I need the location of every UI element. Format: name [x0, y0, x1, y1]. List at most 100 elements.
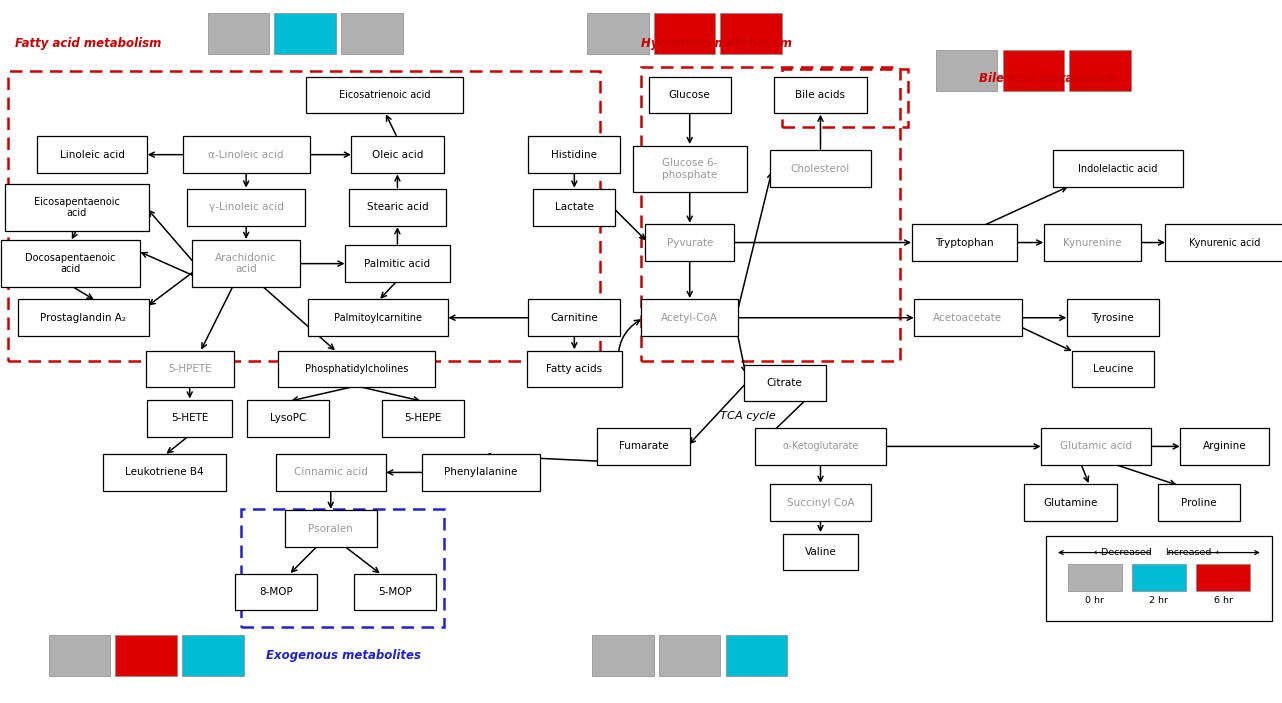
FancyBboxPatch shape	[641, 299, 738, 336]
Text: Prostaglandin A₂: Prostaglandin A₂	[40, 313, 127, 323]
Bar	[592, 635, 654, 676]
Text: Leucine: Leucine	[1092, 364, 1133, 374]
Text: Carnitine: Carnitine	[550, 313, 599, 323]
Text: Kynurenic acid: Kynurenic acid	[1188, 238, 1260, 247]
Bar	[659, 635, 720, 676]
Text: 2 hr: 2 hr	[1150, 596, 1168, 605]
Text: Leukotriene B4: Leukotriene B4	[124, 467, 204, 477]
FancyBboxPatch shape	[349, 189, 446, 226]
FancyBboxPatch shape	[597, 428, 690, 465]
Text: γ-Linoleic acid: γ-Linoleic acid	[209, 202, 283, 212]
Text: Succinyl CoA: Succinyl CoA	[787, 498, 854, 508]
FancyBboxPatch shape	[145, 351, 233, 387]
FancyBboxPatch shape	[276, 454, 386, 491]
FancyBboxPatch shape	[649, 77, 731, 113]
Text: Eicosapentaenoic
acid: Eicosapentaenoic acid	[35, 197, 119, 218]
FancyBboxPatch shape	[1024, 484, 1117, 521]
FancyBboxPatch shape	[306, 77, 463, 113]
Text: Tyrosine: Tyrosine	[1091, 313, 1135, 323]
Text: Acetyl-CoA: Acetyl-CoA	[662, 313, 718, 323]
Text: Eicosatrienoic acid: Eicosatrienoic acid	[338, 90, 431, 100]
FancyBboxPatch shape	[183, 136, 310, 173]
FancyBboxPatch shape	[103, 454, 226, 491]
FancyBboxPatch shape	[345, 245, 450, 282]
Text: Glutamine: Glutamine	[1044, 498, 1097, 508]
Text: α-Linoleic acid: α-Linoleic acid	[209, 150, 283, 160]
Text: Phosphatidylcholines: Phosphatidylcholines	[305, 364, 408, 374]
Text: 5-HETE: 5-HETE	[171, 413, 209, 423]
Text: Exogenous metabolites: Exogenous metabolites	[267, 649, 420, 662]
Text: Bile acids: Bile acids	[795, 90, 846, 100]
Text: Bile acid metabolism: Bile acid metabolism	[979, 72, 1118, 85]
FancyBboxPatch shape	[192, 240, 300, 287]
Bar	[587, 13, 649, 54]
Text: Hydrolysis metabolism: Hydrolysis metabolism	[641, 37, 792, 50]
Text: Histidine: Histidine	[551, 150, 597, 160]
Bar	[341, 13, 403, 54]
FancyBboxPatch shape	[1046, 536, 1272, 621]
Bar	[115, 635, 177, 676]
FancyBboxPatch shape	[1072, 351, 1154, 387]
FancyBboxPatch shape	[1179, 428, 1269, 465]
Text: TCA cycle: TCA cycle	[720, 411, 776, 421]
Text: Phenylalanine: Phenylalanine	[444, 467, 518, 477]
FancyBboxPatch shape	[422, 454, 540, 491]
Bar	[726, 635, 787, 676]
Text: Fatty acid metabolism: Fatty acid metabolism	[15, 37, 162, 50]
Bar	[182, 635, 244, 676]
FancyBboxPatch shape	[1044, 224, 1141, 261]
Text: Increased→: Increased→	[1165, 548, 1219, 557]
Text: 5-HPETE: 5-HPETE	[168, 364, 212, 374]
Text: 5-MOP: 5-MOP	[378, 587, 412, 597]
Text: Glutamic acid: Glutamic acid	[1060, 441, 1132, 451]
FancyBboxPatch shape	[1041, 428, 1151, 465]
FancyBboxPatch shape	[308, 299, 449, 336]
Bar	[208, 13, 269, 54]
Text: Pyvurate: Pyvurate	[667, 238, 713, 247]
FancyBboxPatch shape	[528, 136, 620, 173]
FancyBboxPatch shape	[744, 365, 826, 401]
Text: Valine: Valine	[805, 547, 836, 557]
Bar	[720, 13, 782, 54]
Bar	[1069, 50, 1131, 91]
Text: Stearic acid: Stearic acid	[367, 202, 428, 212]
Text: Linoleic acid: Linoleic acid	[60, 150, 124, 160]
FancyBboxPatch shape	[782, 534, 859, 570]
Text: Citrate: Citrate	[767, 378, 803, 388]
FancyBboxPatch shape	[646, 224, 733, 261]
FancyBboxPatch shape	[18, 299, 149, 336]
Text: Glucose 6-
phosphate: Glucose 6- phosphate	[662, 158, 718, 179]
FancyBboxPatch shape	[914, 299, 1022, 336]
Text: Palmitic acid: Palmitic acid	[364, 259, 431, 269]
Text: Acetoacetate: Acetoacetate	[933, 313, 1003, 323]
Text: LysoPC: LysoPC	[271, 413, 306, 423]
FancyBboxPatch shape	[1158, 484, 1240, 521]
Bar	[936, 50, 997, 91]
Text: Indolelactic acid: Indolelactic acid	[1078, 164, 1158, 174]
FancyBboxPatch shape	[1, 240, 141, 287]
Text: Tryptophan: Tryptophan	[935, 238, 994, 247]
Bar	[1196, 564, 1250, 591]
FancyBboxPatch shape	[774, 77, 867, 113]
FancyBboxPatch shape	[633, 146, 746, 192]
FancyBboxPatch shape	[769, 484, 872, 521]
FancyBboxPatch shape	[147, 400, 232, 437]
Text: Glucose: Glucose	[669, 90, 710, 100]
Text: Fatty acids: Fatty acids	[546, 364, 603, 374]
Bar	[1068, 564, 1122, 591]
FancyBboxPatch shape	[755, 428, 886, 465]
Text: 5-HEPE: 5-HEPE	[404, 413, 442, 423]
Text: ←Decreased: ←Decreased	[1094, 548, 1153, 557]
Text: 0 hr: 0 hr	[1086, 596, 1104, 605]
FancyBboxPatch shape	[187, 189, 305, 226]
FancyBboxPatch shape	[912, 224, 1017, 261]
Bar	[654, 13, 715, 54]
Text: 8-MOP: 8-MOP	[259, 587, 292, 597]
Text: Palmitoylcarnitine: Palmitoylcarnitine	[335, 313, 422, 323]
Bar	[49, 635, 110, 676]
FancyBboxPatch shape	[354, 574, 436, 610]
FancyBboxPatch shape	[1067, 299, 1159, 336]
FancyBboxPatch shape	[285, 510, 377, 547]
FancyBboxPatch shape	[278, 351, 435, 387]
FancyBboxPatch shape	[247, 400, 329, 437]
